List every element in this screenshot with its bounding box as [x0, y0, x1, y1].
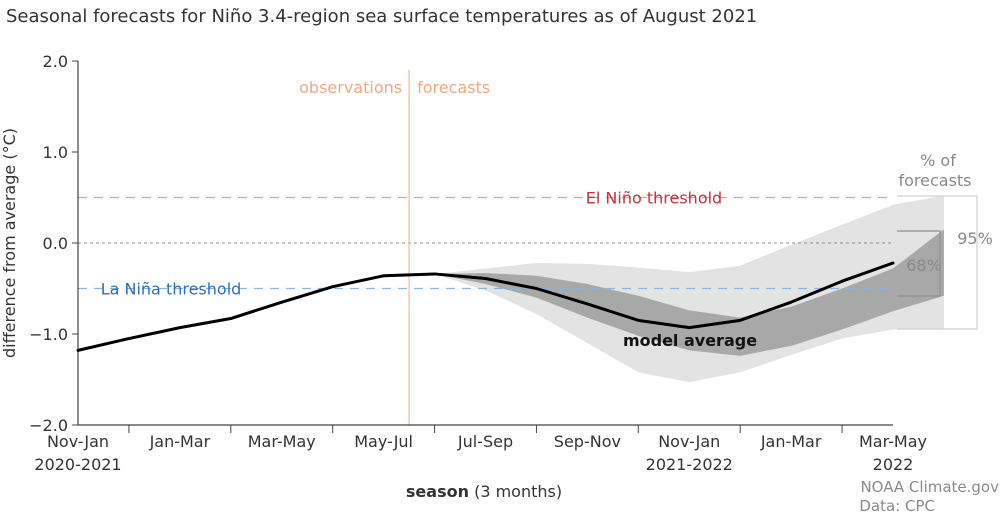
x-tick-label: Sep-Nov — [554, 432, 621, 451]
model-average-label: model average — [623, 331, 757, 350]
x-tick-year-label: 2021-2022 — [646, 455, 733, 474]
x-tick-year-label: 2022 — [873, 455, 914, 474]
x-tick-year-label: 2020-2021 — [34, 455, 121, 474]
x-tick-label: May-Jul — [354, 432, 413, 451]
legend-68-bracket — [897, 230, 941, 297]
x-tick-label: Mar-May — [248, 432, 316, 451]
x-tick-label: Nov-Jan — [47, 432, 109, 451]
legend-95-percent: 95% — [957, 229, 993, 248]
x-axis-label-bold: season — [406, 482, 469, 501]
chart-title: Seasonal forecasts for Niño 3.4-region s… — [6, 6, 757, 27]
y-tick-label: 0.0 — [43, 234, 68, 253]
y-tick-label: −1.0 — [29, 325, 68, 344]
x-tick-label: Mar-May — [859, 432, 927, 451]
x-tick-label: Nov-Jan — [658, 432, 720, 451]
forecasts-label: forecasts — [417, 78, 490, 97]
x-axis-label: season (3 months) — [406, 482, 562, 501]
series — [76, 261, 895, 352]
legend-68-percent: 68% — [906, 256, 942, 275]
credit-line-2: Data: CPC — [859, 497, 935, 515]
y-tick-label: 2.0 — [43, 52, 68, 71]
la-nina-threshold-label: La Niña threshold — [101, 280, 242, 299]
credit-line-1: NOAA Climate.gov — [860, 478, 999, 496]
legend-title-line-2: forecasts — [898, 171, 971, 190]
x-axis-label-rest: (3 months) — [474, 482, 562, 501]
legend-95-bracket — [897, 195, 978, 330]
el-nino-threshold-label: El Niño threshold — [586, 189, 722, 208]
y-tick-label: 1.0 — [43, 143, 68, 162]
labels: observations forecasts El Niño threshold… — [0, 78, 999, 515]
x-tick-label: Jan-Mar — [760, 432, 822, 451]
observations-label: observations — [299, 78, 402, 97]
axes: 2.01.00.0−1.0−2.0Nov-Jan2020-2021Jan-Mar… — [29, 52, 927, 474]
x-tick-label: Jan-Mar — [149, 432, 211, 451]
reference-lines — [78, 70, 893, 425]
legend-title-line-1: % of — [920, 151, 956, 170]
x-tick-label: Jul-Sep — [457, 432, 513, 451]
y-axis-label: difference from average (°C) — [0, 128, 19, 358]
model-average-line — [76, 261, 895, 352]
band-68 — [434, 229, 944, 356]
y-tick-label: −2.0 — [29, 416, 68, 435]
